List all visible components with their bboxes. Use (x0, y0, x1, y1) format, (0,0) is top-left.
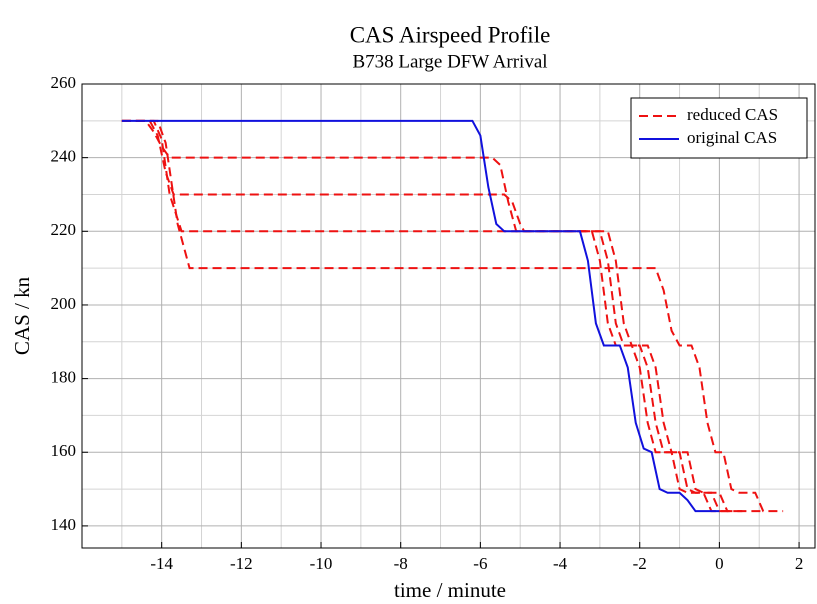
series-line (121, 119, 748, 513)
x-tick-label: -6 (473, 554, 487, 573)
y-tick-label: 140 (51, 515, 77, 534)
x-tick-label: -4 (553, 554, 568, 573)
y-tick-label: 260 (51, 73, 77, 92)
x-tick-label: -10 (310, 554, 333, 573)
x-tick-label: -8 (394, 554, 408, 573)
legend-box (630, 97, 808, 159)
legend-label: original CAS (687, 128, 777, 147)
x-tick-label: -14 (150, 554, 173, 573)
y-tick-label: 160 (51, 441, 77, 460)
y-tick-label: 220 (51, 220, 77, 239)
x-axis-label: time / minute (394, 578, 506, 602)
x-tick-label: -12 (230, 554, 253, 573)
y-tick-label: 180 (51, 368, 77, 387)
series-line (121, 119, 764, 513)
plot-frame (81, 83, 816, 549)
x-tick-label: 2 (795, 554, 804, 573)
chart-title: CAS Airspeed Profile (350, 22, 551, 47)
x-tick-label: 0 (715, 554, 724, 573)
y-tick-label: 200 (51, 294, 77, 313)
x-tick-label: -2 (633, 554, 647, 573)
y-tick-label: 240 (51, 147, 77, 166)
y-axis-label: CAS / kn (10, 276, 34, 355)
series-line (121, 119, 720, 513)
series-line (121, 119, 784, 513)
chart-subtitle: B738 Large DFW Arrival (352, 51, 547, 72)
legend-label: reduced CAS (687, 105, 778, 124)
